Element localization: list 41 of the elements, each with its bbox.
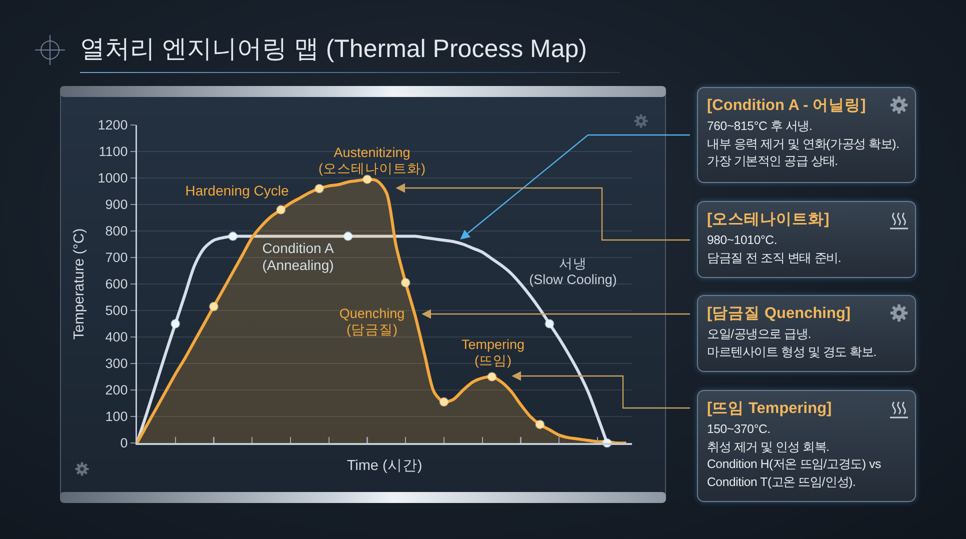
y-tick-label: 500 (105, 303, 128, 318)
text: 980~1010°C. 담금질 전 조직 변태 준비. (707, 232, 842, 266)
y-axis-title: Temperature (°C) (71, 228, 88, 340)
y-tick-label: 0 (120, 436, 128, 451)
y-tick-label: 700 (105, 250, 128, 266)
y-tick-label: 200 (105, 382, 128, 398)
y-tick-label: 100 (105, 409, 128, 424)
series-label: Hardening Cycle (185, 182, 289, 200)
annotation: Tempering (뜨임) (461, 336, 525, 370)
text: 760~815°C 후 서냉. 내부 응력 제거 및 연화(가공성 확보). 가장 기본적인 공급 상태. (707, 118, 900, 170)
point (276, 205, 286, 215)
text: 오일/공냉으로 급냉. 마르텐사이트 형성 및 경도 확보. (707, 326, 876, 360)
point (439, 397, 449, 407)
text: [Condition A - 어닐링] (707, 96, 866, 116)
y-tick-label: 900 (105, 197, 128, 212)
x-axis-title: Time (시간) (346, 458, 422, 474)
point (343, 232, 353, 242)
text: [뜨임 Tempering] (707, 399, 832, 419)
y-tick-label: 400 (105, 330, 128, 345)
point (535, 420, 545, 430)
point (544, 319, 554, 328)
series-label: Condition A (Annealing) (262, 240, 334, 274)
annotation: Quenching (담금질) (339, 306, 405, 338)
y-tick-label: 300 (105, 356, 128, 372)
text: 150~370°C. 취성 제거 및 인성 회복. Condition H(저온 뜨임/고경도) vs Condition T(고온 뜨임/인성). (707, 421, 881, 490)
point (208, 302, 218, 312)
point (487, 372, 497, 382)
text: [오스테나이트화] (707, 210, 830, 230)
y-tick-label: 600 (105, 276, 128, 292)
y-tick-label: 1200 (98, 118, 128, 133)
chart-title: 열처리 엔지니어링 맵 (Thermal Process Map) (80, 34, 588, 65)
annotation: 서냉 (Slow Cooling) (529, 256, 617, 288)
point (228, 232, 238, 242)
text: [담금질 Quenching] (707, 304, 851, 324)
annotation: Austenitizing (오스테나이트화) (318, 144, 426, 178)
y-tick-label: 1000 (98, 170, 128, 186)
point (170, 319, 180, 328)
y-tick-label: 1100 (98, 144, 128, 160)
point (314, 184, 324, 194)
y-tick-label: 800 (105, 224, 128, 239)
point (400, 278, 410, 288)
